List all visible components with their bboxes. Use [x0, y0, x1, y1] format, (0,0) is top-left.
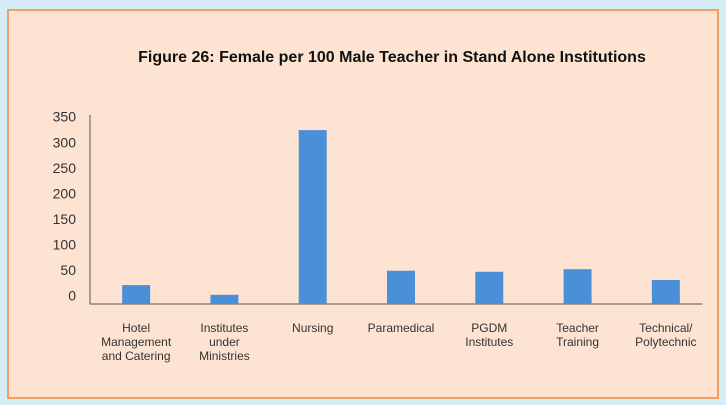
x-tick-label: Technical/Polytechnic [635, 321, 696, 349]
y-tick-label: 300 [53, 134, 77, 150]
y-tick-label: 0 [68, 288, 76, 304]
y-tick-label: 350 [53, 109, 77, 125]
bar [387, 270, 415, 304]
y-tick-label: 50 [60, 262, 76, 278]
bar [563, 269, 592, 304]
panel [7, 9, 719, 399]
bar [298, 130, 327, 304]
x-tick-label: Teacher Training [556, 321, 599, 349]
bar [122, 285, 151, 304]
bar [210, 294, 239, 304]
y-tick-label: 100 [53, 237, 77, 253]
y-tick-label: 200 [53, 185, 77, 201]
y-tick-label: 150 [53, 211, 77, 227]
x-tick-label: Hotel Management and Catering [101, 321, 172, 363]
x-tick-label: Institutes under Ministries [199, 321, 250, 363]
y-tick-label: 250 [53, 160, 77, 176]
x-tick-label: Paramedical [368, 321, 435, 335]
bar [475, 271, 504, 304]
chart-title: Figure 26: Female per 100 Male Teacher i… [138, 49, 646, 66]
bar [651, 279, 680, 304]
x-tick-label: PGDM Institutes [465, 321, 513, 349]
x-tick-label: Nursing [292, 321, 333, 335]
